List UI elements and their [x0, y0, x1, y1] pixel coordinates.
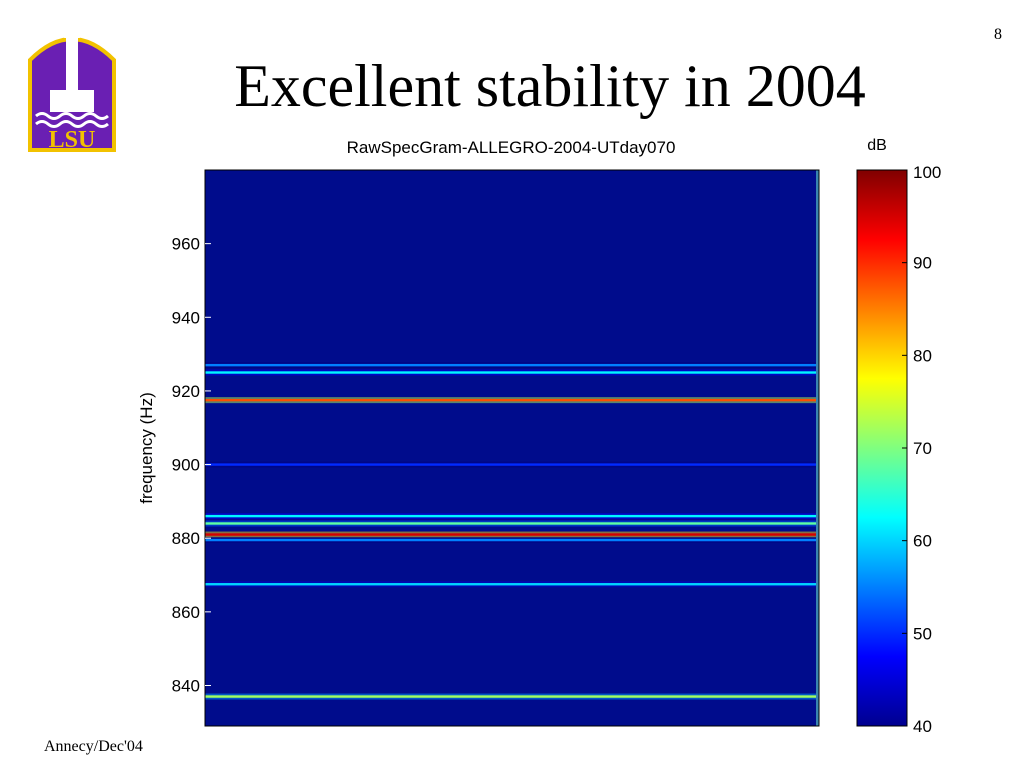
spectral-line — [205, 695, 816, 698]
spectral-line — [205, 514, 816, 518]
spectral-line — [205, 583, 816, 586]
colorbar-tick-label: 90 — [913, 254, 932, 273]
footer-text: Annecy/Dec'04 — [44, 738, 143, 755]
spectral-line — [205, 538, 816, 542]
page-number: 8 — [994, 26, 1002, 43]
logo-text: LSU — [49, 127, 96, 153]
logo-building — [50, 90, 94, 112]
y-tick-label: 920 — [172, 382, 200, 401]
colorbar-tick-label: 70 — [913, 439, 932, 458]
plot-right-edge — [816, 170, 819, 726]
chart-title: RawSpecGram-ALLEGRO-2004-UTday070 — [347, 138, 676, 157]
colorbar-tick-label: 40 — [913, 717, 932, 736]
colorbar-tick-label: 60 — [913, 532, 932, 551]
spectral-line — [205, 463, 816, 466]
spectral-lines — [205, 362, 816, 700]
plot-area — [205, 170, 819, 726]
y-tick-label: 880 — [172, 529, 200, 548]
colorbar-tick-label: 100 — [913, 163, 941, 182]
y-tick-label: 940 — [172, 308, 200, 327]
logo-tower-top — [64, 26, 80, 38]
y-axis-label: frequency (Hz) — [137, 392, 156, 503]
colorbar — [856, 169, 908, 727]
y-tick-label: 840 — [172, 676, 200, 695]
y-ticks: 840 860 880 900 920 940 960 — [172, 235, 211, 695]
colorbar-label: dB — [867, 137, 887, 154]
spectral-line — [205, 522, 816, 525]
y-tick-label: 900 — [172, 456, 200, 475]
colorbar-tick-label: 50 — [913, 624, 932, 643]
colorbar-tick-label: 80 — [913, 346, 932, 365]
slide-title: Excellent stability in 2004 — [234, 53, 866, 119]
y-tick-label: 960 — [172, 235, 200, 254]
logo-waves — [35, 112, 109, 128]
spectral-line — [205, 371, 816, 374]
y-tick-label: 860 — [172, 603, 200, 622]
spectral-line — [205, 398, 816, 402]
spectral-line — [205, 363, 816, 367]
spectral-line — [205, 533, 816, 536]
logo-tower — [66, 34, 78, 94]
lsu-logo: LSU — [28, 26, 116, 153]
plot-frame — [204, 169, 820, 727]
colorbar-ticks: 40 50 60 70 80 90 100 — [902, 163, 941, 736]
